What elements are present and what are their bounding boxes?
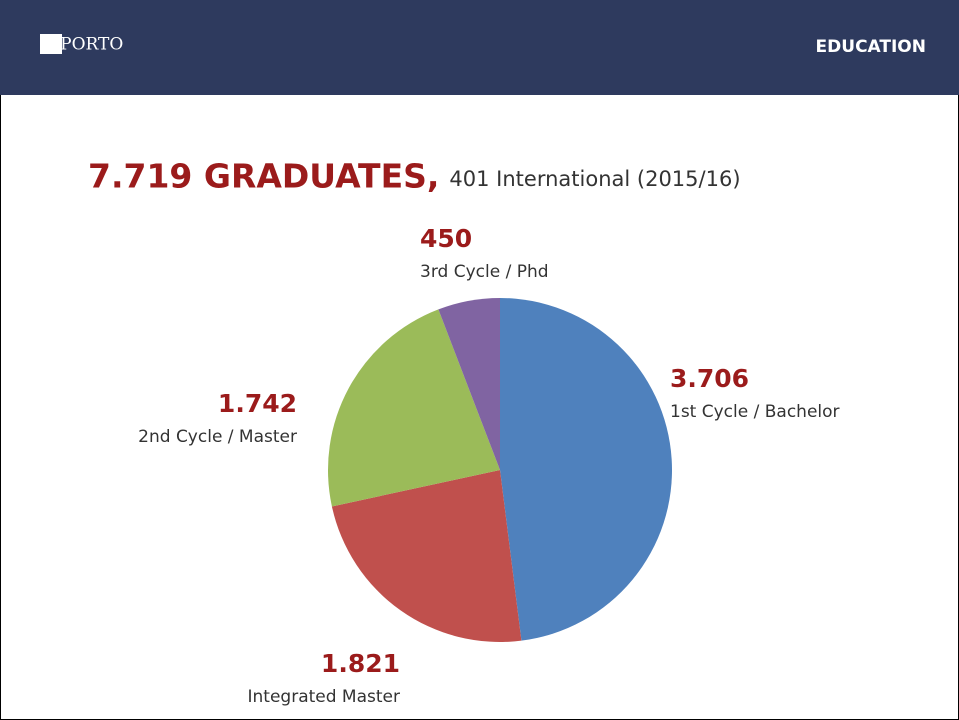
category-label: 3rd Cycle / Phd bbox=[420, 262, 549, 282]
pie-slice bbox=[438, 298, 500, 470]
logo: U.PORTO bbox=[42, 35, 123, 55]
pie-slice bbox=[328, 309, 500, 507]
header-bar bbox=[0, 0, 959, 95]
chart-subtitle: 401 International (2015/16) bbox=[449, 167, 740, 191]
pie-slice bbox=[331, 470, 522, 642]
value-label: 450 bbox=[420, 224, 472, 253]
category-label: 1st Cycle / Bachelor bbox=[670, 402, 840, 422]
pie-slice bbox=[500, 298, 672, 641]
value-label: 3.706 bbox=[670, 364, 749, 393]
category-label: 2nd Cycle / Master bbox=[138, 427, 297, 447]
category-label: Integrated Master bbox=[248, 687, 401, 707]
chart-title: 7.719 GRADUATES, bbox=[88, 157, 439, 196]
value-label: 1.742 bbox=[218, 389, 297, 418]
value-label: 1.821 bbox=[321, 649, 400, 678]
section-title: EDUCATION bbox=[816, 37, 926, 57]
logo-box bbox=[40, 34, 62, 54]
